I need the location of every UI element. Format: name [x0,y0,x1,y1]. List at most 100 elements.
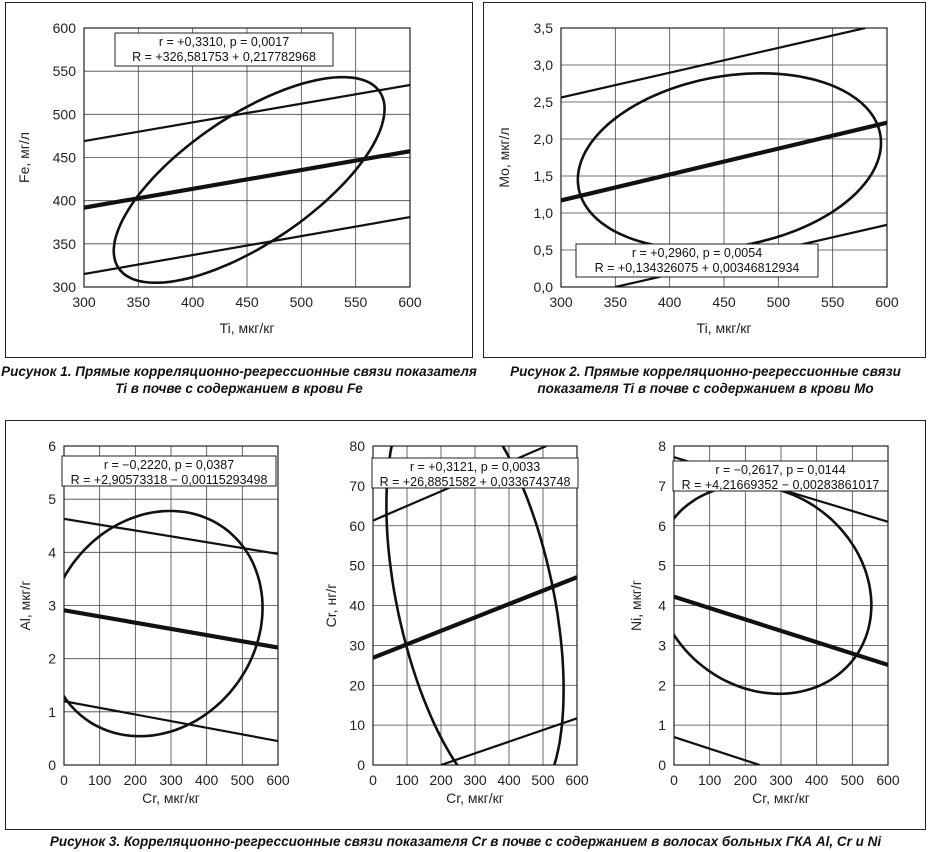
stats-box [114,32,334,67]
y-axis-label: Mo, мкг/л [496,127,512,187]
y-tick-label: 7 [658,478,666,494]
y-axis-label: Cr, нг/г [323,584,339,628]
chart-1: 300 350 400 450 500 550 600 300 350 400 450 500 550 6… [16,20,422,336]
y-tick-label: 10 [349,717,365,733]
x-tick-label: 0 [369,772,377,788]
y-tick-label: 80 [349,438,365,454]
y-tick-label: 1,0 [534,205,554,221]
y-tick-label: 300 [53,279,77,295]
x-tick-label: 550 [821,294,845,310]
y-tick-label: 6 [658,518,666,534]
x-tick-label: 550 [344,294,368,310]
y-tick-label: 20 [349,677,365,693]
ci-lower-line [674,736,760,765]
y-tick-label: 600 [53,20,77,36]
y-tick-label: 2 [48,651,56,667]
y-tick-label: 500 [53,106,77,122]
regression-line [373,575,577,660]
y-tick-label: 6 [48,438,56,454]
stats-regression-equation: R = +326,581753 + 0,217782968 [132,50,316,64]
x-tick-label: 400 [181,294,205,310]
confidence-ellipse [674,483,873,696]
x-tick-label: 200 [734,772,758,788]
y-axis-label: Al, мкг/г [17,580,33,630]
y-tick-label: 3 [48,598,56,614]
x-tick-label: 500 [531,772,555,788]
x-tick-label: 200 [429,772,453,788]
y-tick-label: 4 [48,544,56,560]
y-tick-label: 450 [53,150,77,166]
x-axis-label: Cr, мкг/кг [142,790,200,806]
y-tick-label: 40 [349,598,365,614]
y-tick-label: 0,5 [534,242,554,258]
x-tick-label: 600 [875,294,899,310]
x-tick-label: 350 [604,294,628,310]
stats-regression-equation: R = +26,8851582 + 0,0336743748 [380,475,571,489]
y-tick-label: 550 [53,63,77,79]
regression-line [64,608,278,650]
ci-lower-line [440,717,577,765]
plot-frame [560,27,888,288]
stats-correlation: r = +0,2960, p = 0,0054 [632,246,762,260]
regression-line [674,594,888,667]
y-tick-label: 2 [658,677,666,693]
x-tick-label: 300 [72,294,96,310]
stats-regression-equation: R = +0,134326075 + 0,00346812934 [595,261,800,275]
y-axis-label: Fe, мг/л [16,132,32,183]
plot-frame [63,445,279,766]
x-tick-label: 500 [231,772,255,788]
y-tick-label: 3,0 [534,57,554,73]
y-tick-label: 8 [658,438,666,454]
caption-figure-3: Рисунок 3. Корреляционно-регрессионные с… [49,834,882,849]
stats-correlation: r = −0,2617, p = 0,0144 [715,463,845,477]
plot-frame [83,27,411,288]
y-tick-label: 5 [658,558,666,574]
regression-line [561,120,887,203]
x-tick-label: 400 [658,294,682,310]
stats-correlation: r = +0,3121, p = 0,0033 [410,460,540,474]
stats-box [61,455,277,487]
x-tick-label: 450 [235,294,259,310]
confidence-ellipse [64,509,264,738]
x-tick-label: 600 [876,772,900,788]
x-tick-label: 300 [769,772,793,788]
ci-upper-line [561,28,866,99]
x-tick-label: 400 [195,772,219,788]
x-tick-label: 600 [398,294,422,310]
y-tick-label: 3,5 [534,20,554,36]
y-tick-label: 5 [48,491,56,507]
x-tick-label: 450 [712,294,736,310]
x-axis-label: Cr, мкг/кг [752,790,810,806]
caption-figure-1: Рисунок 1. Прямые корреляционно-регресси… [1,364,477,396]
x-tick-label: 100 [88,772,112,788]
x-tick-label: 100 [395,772,419,788]
chart-4: 0 100 200 300 400 500 600 0 10 20 30 40 50 60 70 80 Cr, … [323,438,589,806]
x-tick-label: 0 [60,772,68,788]
y-tick-label: 0 [48,757,56,773]
stats-box [575,243,819,278]
y-tick-label: 1 [48,704,56,720]
stats-regression-equation: R = +2,90573318 − 0,00115293498 [71,473,268,487]
x-tick-label: 500 [290,294,314,310]
y-tick-label: 0 [658,757,666,773]
x-tick-label: 500 [841,772,865,788]
x-tick-label: 350 [127,294,151,310]
x-tick-label: 600 [565,772,589,788]
confidence-ellipse [385,446,565,765]
y-tick-label: 1,5 [534,168,554,184]
x-tick-label: 400 [497,772,521,788]
y-tick-label: 400 [53,193,77,209]
x-tick-label: 200 [124,772,148,788]
stats-correlation: r = −0,2220, p = 0,0387 [104,458,234,472]
y-axis-label: Ni, мкг/г [628,580,644,631]
ci-lower-line [64,700,278,743]
y-tick-label: 0 [357,757,365,773]
y-tick-label: 3 [658,637,666,653]
x-axis-label: Ti, мкг/кг [697,320,752,336]
y-tick-label: 2,0 [534,131,554,147]
ci-upper-line [64,517,278,556]
regression-line [84,149,410,210]
x-axis-label: Ti, мкг/кг [220,320,275,336]
y-tick-label: 2,5 [534,94,554,110]
